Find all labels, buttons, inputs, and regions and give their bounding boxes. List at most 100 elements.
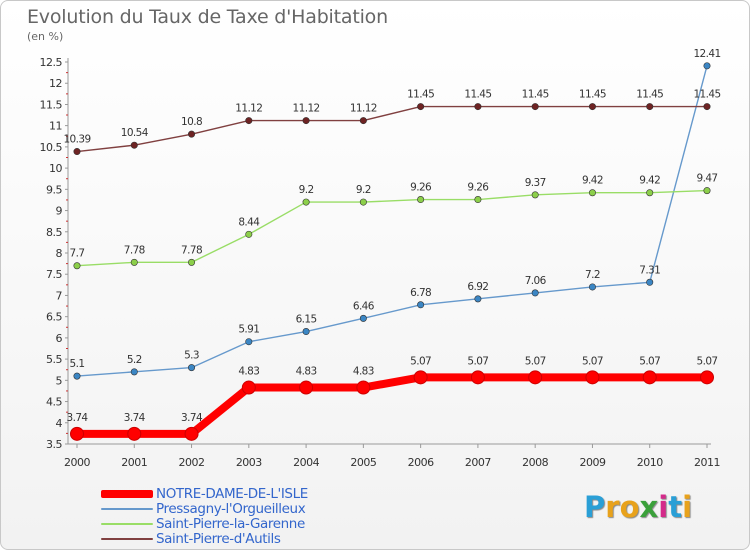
y-tick-label: 11.5 xyxy=(40,98,63,111)
data-label: 6.15 xyxy=(296,314,317,326)
data-label: 5.07 xyxy=(525,355,546,367)
data-point xyxy=(188,258,196,266)
logo-letter: P xyxy=(584,490,606,524)
data-point xyxy=(413,370,428,385)
data-label: 7.31 xyxy=(639,264,660,276)
data-label: 8.44 xyxy=(238,216,260,228)
data-label: 9.26 xyxy=(410,182,432,194)
data-label: 5.07 xyxy=(697,355,718,367)
x-tick-label: 2010 xyxy=(637,456,663,469)
y-tick-label: 11 xyxy=(49,120,62,133)
data-label: 7.7 xyxy=(70,248,85,260)
data-label: 5.07 xyxy=(467,355,488,367)
data-label: 9.37 xyxy=(525,177,546,189)
data-label: 11.12 xyxy=(293,103,320,115)
legend-label: Saint-Pierre-la-Garenne xyxy=(156,516,305,532)
data-label: 12.41 xyxy=(693,48,720,60)
data-label: 9.2 xyxy=(356,184,371,196)
data-label: 5.07 xyxy=(582,355,603,367)
data-label: 9.42 xyxy=(639,175,660,187)
data-label: 11.45 xyxy=(636,89,663,101)
data-label: 5.1 xyxy=(70,358,85,370)
y-tick-label: 10.5 xyxy=(40,141,63,154)
data-point xyxy=(588,189,596,197)
x-tick-label: 2003 xyxy=(236,456,262,469)
x-tick-label: 2009 xyxy=(579,456,605,469)
x-tick-label: 2000 xyxy=(64,456,90,469)
data-label: 5.91 xyxy=(238,324,259,336)
data-point xyxy=(188,364,196,372)
data-point xyxy=(417,301,425,309)
data-label: 4.83 xyxy=(353,366,374,378)
x-tick-label: 2011 xyxy=(694,456,720,469)
y-tick-label: 9 xyxy=(56,205,63,218)
x-tick-label: 2007 xyxy=(465,456,491,469)
data-point xyxy=(417,196,425,204)
chart-subtitle: (en %) xyxy=(27,30,64,43)
data-point xyxy=(359,314,367,322)
legend-label: Pressagny-l'Orgueilleux xyxy=(156,501,306,517)
data-point xyxy=(703,62,711,70)
x-tick-label: 2006 xyxy=(408,456,434,469)
data-label: 6.78 xyxy=(410,287,431,299)
y-tick-label: 5 xyxy=(56,374,63,387)
x-tick-label: 2008 xyxy=(522,456,548,469)
data-point xyxy=(302,328,310,336)
data-label: 11.45 xyxy=(407,89,434,101)
data-point xyxy=(73,262,81,270)
legend-label: NOTRE-DAME-DE-L'ISLE xyxy=(156,486,308,502)
logo-letter: o xyxy=(619,490,640,524)
data-point xyxy=(470,370,485,385)
data-point xyxy=(130,368,138,376)
data-point xyxy=(474,295,482,303)
legend-label: Saint-Pierre-d'Autils xyxy=(156,531,281,547)
data-label: 11.45 xyxy=(693,89,720,101)
series-line xyxy=(76,189,708,267)
data-label: 6.92 xyxy=(467,281,488,293)
data-point xyxy=(184,426,199,441)
data-label: 4.83 xyxy=(238,366,259,378)
chart-title: Evolution du Taux de Taxe d'Habitation xyxy=(27,6,388,28)
x-tick-label: 2001 xyxy=(121,456,147,469)
series-line xyxy=(73,373,711,438)
data-point xyxy=(585,370,600,385)
data-point xyxy=(474,103,482,111)
data-point xyxy=(531,289,539,297)
data-label: 5.07 xyxy=(410,355,431,367)
data-point xyxy=(356,380,371,395)
data-point xyxy=(245,230,253,238)
data-point xyxy=(646,189,654,197)
x-tick-label: 2005 xyxy=(350,456,376,469)
y-tick-label: 7 xyxy=(56,289,63,302)
y-tick-label: 6.5 xyxy=(46,311,62,324)
data-point xyxy=(703,187,711,195)
logo-letter: r xyxy=(605,490,620,524)
y-tick-label: 8 xyxy=(56,247,63,260)
data-label: 10.8 xyxy=(181,116,202,128)
logo-letter: x xyxy=(639,490,659,524)
logo-letter: i xyxy=(682,490,693,524)
legend-swatch xyxy=(101,490,153,498)
y-tick-label: 7.5 xyxy=(46,268,62,281)
data-label: 4.83 xyxy=(296,366,317,378)
data-label: 11.12 xyxy=(350,103,377,115)
y-tick-label: 3.5 xyxy=(46,438,62,451)
data-point xyxy=(474,196,482,204)
data-point xyxy=(245,117,253,125)
data-label: 10.39 xyxy=(63,134,90,146)
data-label: 11.45 xyxy=(464,89,491,101)
logo-letter: i xyxy=(658,490,669,524)
x-tick-label: 2004 xyxy=(293,456,319,469)
data-label: 11.45 xyxy=(522,89,549,101)
data-point xyxy=(70,426,84,441)
y-tick-label: 12 xyxy=(49,77,62,90)
data-label: 11.45 xyxy=(579,89,606,101)
data-point xyxy=(359,117,367,125)
data-point xyxy=(130,141,138,149)
data-point xyxy=(73,372,81,380)
data-label: 3.74 xyxy=(124,412,146,424)
data-label: 9.2 xyxy=(299,184,314,196)
y-tick-label: 4.5 xyxy=(46,396,62,409)
data-label: 5.2 xyxy=(127,354,142,366)
